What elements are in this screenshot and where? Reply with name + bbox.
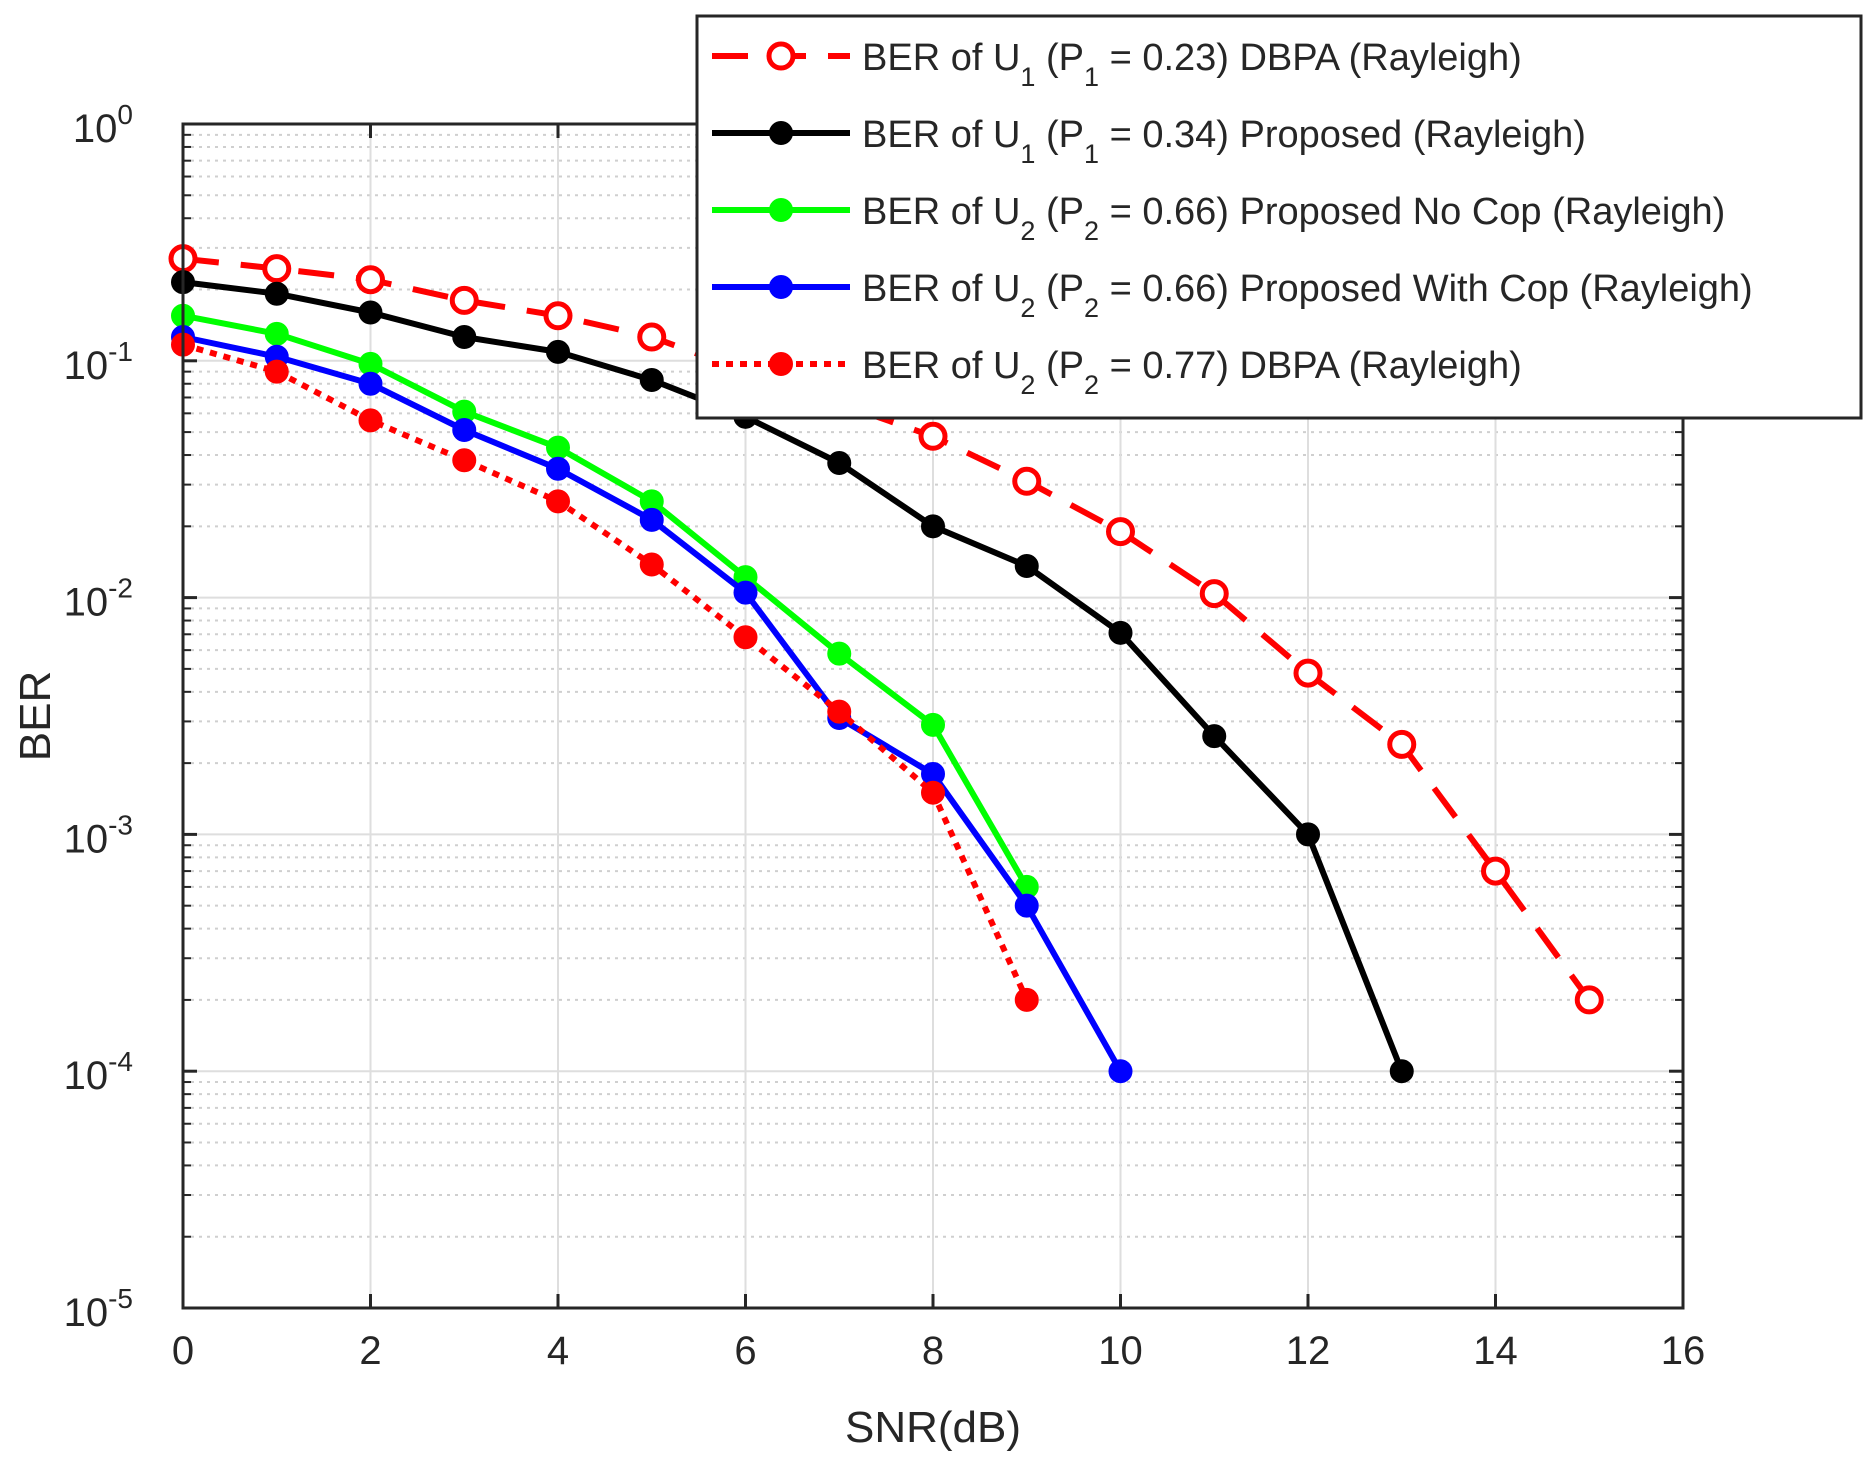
data-point	[262, 254, 292, 284]
series-line-u1-proposed	[182, 279, 1405, 1073]
legend-box	[695, 14, 1863, 420]
data-point	[637, 322, 667, 352]
x-tick-label: 2	[359, 1329, 381, 1373]
data-point	[1296, 822, 1320, 847]
x-axis-label: SNR(dB)	[845, 1403, 1021, 1452]
x-tick-label: 10	[1098, 1329, 1143, 1373]
data-point	[452, 448, 477, 473]
data-point	[921, 712, 945, 737]
data-point	[1108, 1059, 1133, 1084]
data-point	[358, 351, 383, 376]
data-point	[1481, 856, 1510, 886]
data-point	[356, 265, 385, 295]
series-line-u2-dbpa	[182, 341, 1030, 1002]
y-tick-label: 10-2	[64, 573, 133, 625]
legend-marker	[769, 352, 793, 376]
series-u2-dbpa	[171, 332, 1039, 1012]
data-point	[358, 408, 383, 433]
data-point	[1293, 658, 1323, 688]
y-axis-label: BER	[11, 671, 60, 761]
legend-marker	[769, 198, 793, 222]
data-point	[543, 301, 573, 331]
data-point	[358, 371, 383, 396]
data-point	[546, 489, 570, 514]
x-tick-label: 8	[922, 1329, 944, 1373]
y-tick-label: 10-1	[64, 336, 133, 388]
data-point	[264, 281, 289, 306]
data-point	[639, 552, 664, 577]
data-point	[921, 780, 945, 805]
data-point	[1202, 724, 1227, 749]
data-point	[827, 699, 852, 724]
data-point	[733, 580, 758, 605]
data-point	[827, 451, 852, 476]
series-layer	[168, 244, 1604, 1084]
data-point	[546, 339, 570, 364]
y-tick-label: 100	[73, 99, 133, 151]
data-point	[1199, 579, 1229, 609]
data-point	[546, 456, 570, 481]
data-point	[1108, 620, 1133, 645]
data-point	[452, 325, 477, 350]
legend-marker	[766, 41, 796, 71]
data-point	[639, 367, 664, 392]
series-u1-dbpa	[168, 244, 1604, 1015]
series-line-u2-no-cop	[182, 312, 1030, 889]
data-point	[918, 421, 948, 451]
data-point	[358, 300, 383, 325]
legend-label-u2-no-cop: BER of U2 (P2 = 0.66) Proposed No Cop (R…	[862, 191, 1725, 246]
data-point	[1014, 987, 1039, 1012]
legend-label-u1-proposed: BER of U1 (P1 = 0.34) Proposed (Rayleigh…	[862, 114, 1586, 169]
legend-label-u2-dbpa: BER of U2 (P2 = 0.77) DBPA (Rayleigh)	[862, 345, 1522, 400]
data-point	[827, 641, 852, 666]
data-point	[1014, 893, 1039, 918]
data-point	[1106, 517, 1135, 547]
data-point	[546, 435, 570, 460]
legend-label-u2-with-cop: BER of U2 (P2 = 0.66) Proposed With Cop …	[862, 268, 1753, 323]
data-point	[264, 321, 289, 346]
x-tick-label: 0	[172, 1329, 194, 1373]
data-point	[1012, 466, 1042, 496]
x-tick-label: 4	[547, 1329, 569, 1373]
data-point	[1387, 729, 1417, 759]
x-tick-label: 14	[1473, 1329, 1518, 1373]
data-point	[921, 514, 945, 539]
series-u2-with-cop	[171, 325, 1133, 1084]
x-tick-label: 6	[734, 1329, 756, 1373]
data-point	[1014, 553, 1039, 578]
x-tick-label: 16	[1661, 1329, 1706, 1373]
data-point	[639, 507, 664, 532]
legend-marker	[769, 121, 793, 145]
y-tick-label: 10-3	[64, 809, 133, 861]
data-point	[449, 285, 479, 315]
legend-marker	[769, 275, 793, 299]
x-tick-label: 12	[1286, 1329, 1331, 1373]
legend: BER of U1 (P1 = 0.23) DBPA (Rayleigh) BER…	[695, 14, 1863, 420]
data-point	[1389, 1059, 1414, 1084]
data-point	[264, 359, 289, 384]
y-tick-label: 10-4	[64, 1046, 133, 1098]
data-point	[452, 418, 477, 443]
data-point	[1574, 985, 1604, 1015]
y-tick-label: 10-5	[64, 1283, 133, 1335]
series-line-u1-dbpa	[182, 255, 1592, 1002]
legend-label-u1-dbpa: BER of U1 (P1 = 0.23) DBPA (Rayleigh)	[862, 37, 1522, 92]
data-point	[733, 625, 758, 650]
